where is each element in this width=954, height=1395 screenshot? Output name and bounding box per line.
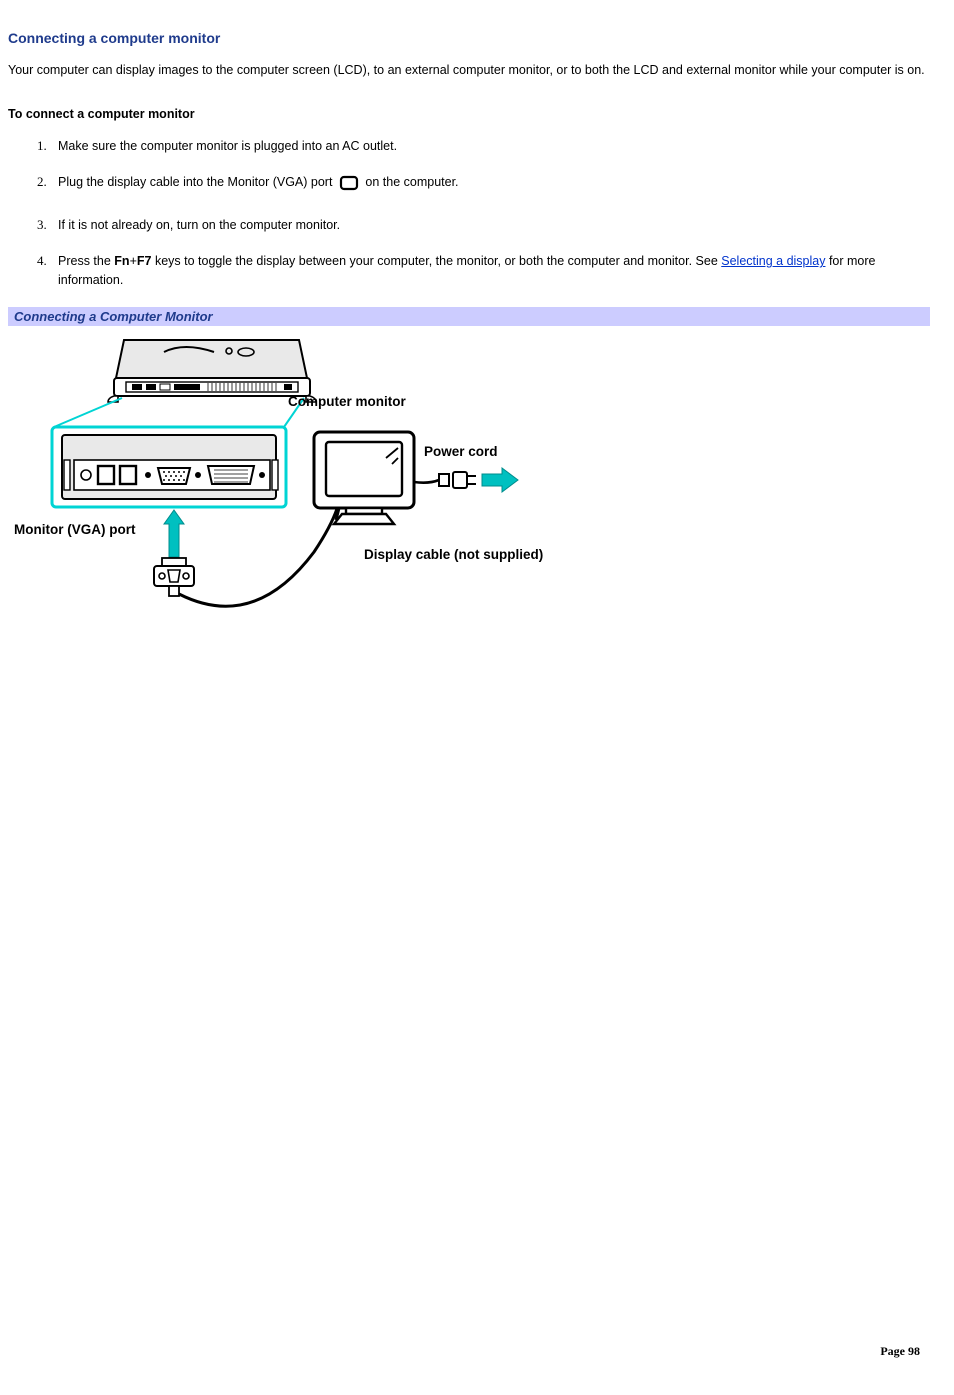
step-4: Press the Fn+F7 keys to toggle the displ… (50, 252, 930, 289)
step-2: Plug the display cable into the Monitor … (50, 173, 930, 198)
figure-caption: Connecting a Computer Monitor (8, 307, 930, 326)
step-4-key-f7: F7 (137, 254, 152, 268)
connection-diagram: Computer monitor Power cord Monitor (VGA… (14, 332, 632, 612)
power-arrow-icon (482, 468, 518, 492)
step-1-text: Make sure the computer monitor is plugge… (58, 139, 397, 153)
vga-connector-icon (154, 558, 194, 596)
label-vga-port: Monitor (VGA) port (14, 522, 135, 537)
intro-paragraph: Your computer can display images to the … (8, 62, 930, 79)
power-plug-icon (439, 472, 476, 488)
step-3: If it is not already on, turn on the com… (50, 216, 930, 235)
step-3-text: If it is not already on, turn on the com… (58, 218, 340, 232)
label-display-cable: Display cable (not supplied) (364, 547, 543, 562)
step-2-text-b: on the computer. (365, 175, 458, 189)
rear-panel-icon (52, 427, 286, 507)
label-computer-monitor: Computer monitor (288, 394, 406, 409)
step-4-text-a: Press the (58, 254, 114, 268)
page-number: Page 98 (880, 1344, 920, 1359)
step-4-text-e: keys to toggle the display between your … (151, 254, 721, 268)
vga-port-icon (338, 174, 360, 198)
procedure-list: Make sure the computer monitor is plugge… (8, 137, 930, 290)
vga-arrow-icon (164, 510, 184, 557)
step-4-plus: + (130, 254, 137, 268)
section-title: Connecting a computer monitor (8, 30, 930, 46)
laptop-top-icon (108, 340, 316, 402)
step-2-text-a: Plug the display cable into the Monitor … (58, 175, 336, 189)
step-4-key-fn: Fn (114, 254, 129, 268)
crt-monitor-icon (314, 432, 414, 524)
selecting-display-link[interactable]: Selecting a display (721, 254, 825, 268)
step-1: Make sure the computer monitor is plugge… (50, 137, 930, 156)
procedure-heading: To connect a computer monitor (8, 107, 930, 121)
label-power-cord: Power cord (424, 444, 498, 459)
